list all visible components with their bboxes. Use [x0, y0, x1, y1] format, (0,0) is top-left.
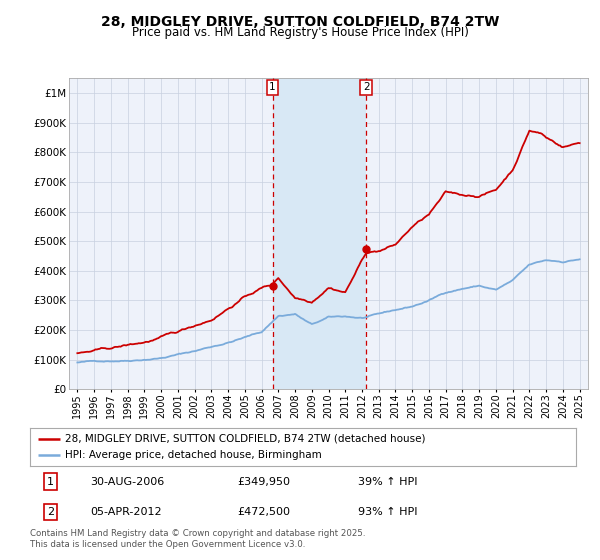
Text: 93% ↑ HPI: 93% ↑ HPI: [358, 507, 417, 517]
Text: £472,500: £472,500: [238, 507, 290, 517]
Text: 2: 2: [363, 82, 370, 92]
Text: 1: 1: [47, 477, 54, 487]
Text: 2: 2: [47, 507, 55, 517]
Text: Contains HM Land Registry data © Crown copyright and database right 2025.
This d: Contains HM Land Registry data © Crown c…: [30, 529, 365, 549]
Text: 05-APR-2012: 05-APR-2012: [90, 507, 161, 517]
Text: £349,950: £349,950: [238, 477, 290, 487]
Text: 39% ↑ HPI: 39% ↑ HPI: [358, 477, 417, 487]
Text: 28, MIDGLEY DRIVE, SUTTON COLDFIELD, B74 2TW: 28, MIDGLEY DRIVE, SUTTON COLDFIELD, B74…: [101, 15, 499, 29]
Text: Price paid vs. HM Land Registry's House Price Index (HPI): Price paid vs. HM Land Registry's House …: [131, 26, 469, 39]
Bar: [272, 78, 367, 389]
Text: 1: 1: [269, 82, 276, 92]
Text: 28, MIDGLEY DRIVE, SUTTON COLDFIELD, B74 2TW (detached house): 28, MIDGLEY DRIVE, SUTTON COLDFIELD, B74…: [65, 433, 426, 444]
Text: 30-AUG-2006: 30-AUG-2006: [90, 477, 164, 487]
Text: HPI: Average price, detached house, Birmingham: HPI: Average price, detached house, Birm…: [65, 450, 322, 460]
